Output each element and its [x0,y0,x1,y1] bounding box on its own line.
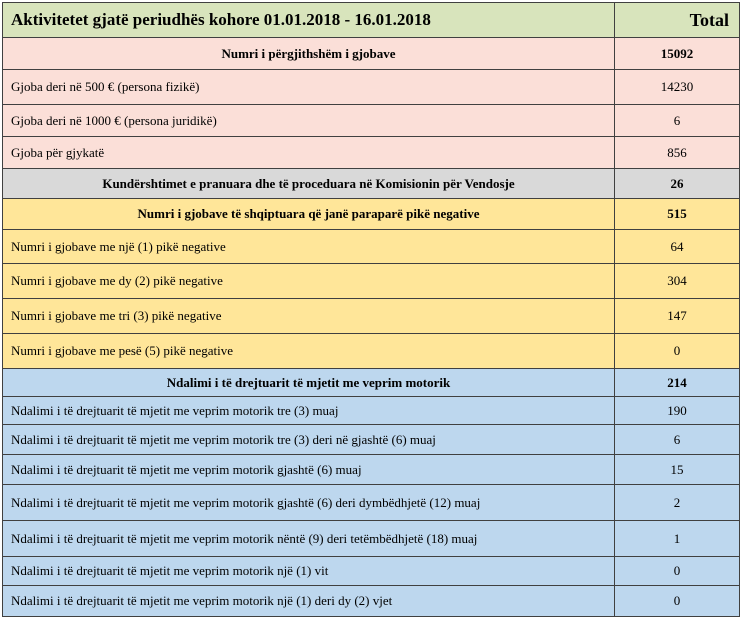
row-label: Ndalimi i të drejtuarit të mjetit me vep… [2,585,615,617]
row-label: Ndalimi i të drejtuarit të mjetit me vep… [2,556,615,586]
table-header-row: Aktivitetet gjatë periudhës kohore 01.01… [2,2,740,38]
table-row: Ndalimi i të drejtuarit të mjetit me vep… [2,585,740,617]
negative-points-row: Numri i gjobave të shqiptuara që janë pa… [2,198,740,230]
table-row: Ndalimi i të drejtuarit të mjetit me vep… [2,424,740,455]
row-value: 856 [614,136,740,169]
row-value: 190 [614,396,740,425]
row-value: 0 [614,333,740,369]
row-label: Numri i gjobave me dy (2) pikë negative [2,263,615,299]
table-row: Ndalimi i të drejtuarit të mjetit me vep… [2,454,740,485]
row-label: Gjoba për gjykatë [2,136,615,169]
row-label: Ndalimi i të drejtuarit të mjetit me vep… [2,424,615,455]
row-value: 15092 [614,37,740,70]
row-value: 147 [614,298,740,334]
row-label: Numri i gjobave të shqiptuara që janë pa… [2,198,615,230]
row-value: 515 [614,198,740,230]
row-label: Numri i gjobave me tri (3) pikë negative [2,298,615,334]
table-row: Ndalimi i të drejtuarit të mjetit me vep… [2,396,740,425]
row-label: Numri i gjobave me pesë (5) pikë negativ… [2,333,615,369]
row-label: Gjoba deri në 500 € (persona fizikë) [2,69,615,105]
table-row: Gjoba për gjykatë 856 [2,136,740,169]
row-value: 14230 [614,69,740,105]
period-title: Aktivitetet gjatë periudhës kohore 01.01… [2,2,615,38]
row-value: 6 [614,424,740,455]
row-label: Ndalimi i të drejtuarit të mjetit me vep… [2,520,615,557]
table-row: Numri i gjobave me tri (3) pikë negative… [2,298,740,334]
table-row: Gjoba deri në 1000 € (persona juridikë) … [2,104,740,137]
table-row: Ndalimi i të drejtuarit të mjetit me vep… [2,520,740,557]
row-label: Numri i gjobave me një (1) pikë negative [2,229,615,264]
row-value: 1 [614,520,740,557]
objections-row: Kundërshtimet e pranuara dhe të procedua… [2,168,740,199]
table-row: Numri i gjobave me pesë (5) pikë negativ… [2,333,740,369]
total-header: Total [614,2,740,38]
row-value: 214 [614,368,740,397]
table-row: Numri i gjobave me një (1) pikë negative… [2,229,740,264]
table-row: Ndalimi i të drejtuarit të mjetit me vep… [2,484,740,521]
table-row: Numri i gjobave me dy (2) pikë negative … [2,263,740,299]
row-value: 6 [614,104,740,137]
row-label: Numri i përgjithshëm i gjobave [2,37,615,70]
table-row: Ndalimi i të drejtuarit të mjetit me vep… [2,556,740,586]
row-label: Ndalimi i të drejtuarit të mjetit me vep… [2,484,615,521]
row-value: 0 [614,585,740,617]
row-value: 2 [614,484,740,521]
row-value: 0 [614,556,740,586]
row-label: Kundërshtimet e pranuara dhe të procedua… [2,168,615,199]
row-label: Ndalimi i të drejtuarit të mjetit me vep… [2,396,615,425]
row-value: 304 [614,263,740,299]
row-value: 15 [614,454,740,485]
row-value: 64 [614,229,740,264]
table-row: Gjoba deri në 500 € (persona fizikë) 142… [2,69,740,105]
row-label: Ndalimi i të drejtuarit të mjetit me vep… [2,368,615,397]
row-value: 26 [614,168,740,199]
total-fines-row: Numri i përgjithshëm i gjobave 15092 [2,37,740,70]
row-label: Gjoba deri në 1000 € (persona juridikë) [2,104,615,137]
row-label: Ndalimi i të drejtuarit të mjetit me vep… [2,454,615,485]
suspension-row: Ndalimi i të drejtuarit të mjetit me vep… [2,368,740,397]
